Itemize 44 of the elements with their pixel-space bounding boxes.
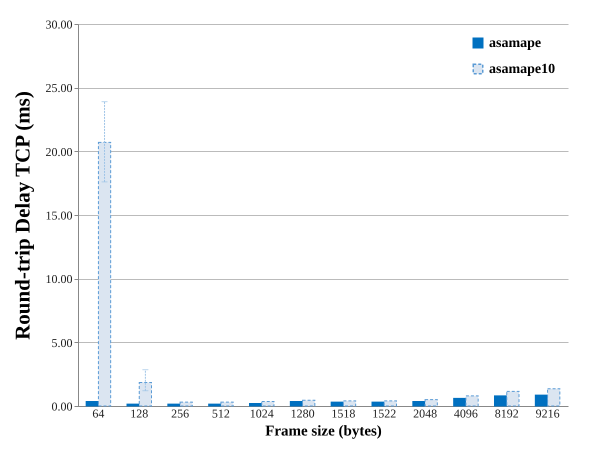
bar [98,142,112,406]
x-tick-label: 1522 [372,406,396,420]
y-tick-label: 25.00 [46,81,72,96]
y-tick-label: 15.00 [46,208,72,222]
bar [372,402,385,406]
y-tick-label: 0.00 [52,400,72,414]
x-tick-label: 9216 [536,406,560,420]
y-tick-label: 10.00 [46,272,72,286]
bar [494,395,508,406]
y-tick-label: 30.00 [46,18,72,32]
bar [547,388,560,406]
x-tick-label: 512 [212,406,230,420]
x-tick-label: 2048 [413,406,438,420]
x-tick-label: 1280 [290,406,315,420]
x-tick-label: 128 [130,406,148,420]
bar [290,401,304,406]
bar [424,399,438,406]
bar [506,390,520,406]
bar [261,401,274,406]
bar [465,395,479,406]
bar [249,402,262,406]
y-tick-label: 20.00 [46,144,72,159]
x-tick-label: 1518 [331,406,356,420]
legend-label: asamape [489,36,542,51]
bar [412,401,426,406]
bar [138,382,152,406]
x-tick-label: 64 [92,406,104,420]
bar [220,402,234,406]
bar [342,400,356,406]
bar [384,400,397,406]
x-tick-label: 1024 [250,406,274,420]
bar [330,402,344,406]
y-axis-title: Round-trip Delay TCP (ms) [10,91,34,340]
legend-label: asamape10 [489,62,556,77]
x-tick-label: 256 [171,406,190,420]
x-tick-label: 8192 [494,406,519,420]
bar [86,401,99,406]
bar [453,398,466,406]
bar [180,402,193,406]
x-tick-label: 4096 [454,406,478,420]
bar [534,394,548,406]
y-tick-label: 5.00 [52,336,72,350]
x-axis-title: Frame size (bytes) [265,424,382,440]
bar [302,400,316,406]
